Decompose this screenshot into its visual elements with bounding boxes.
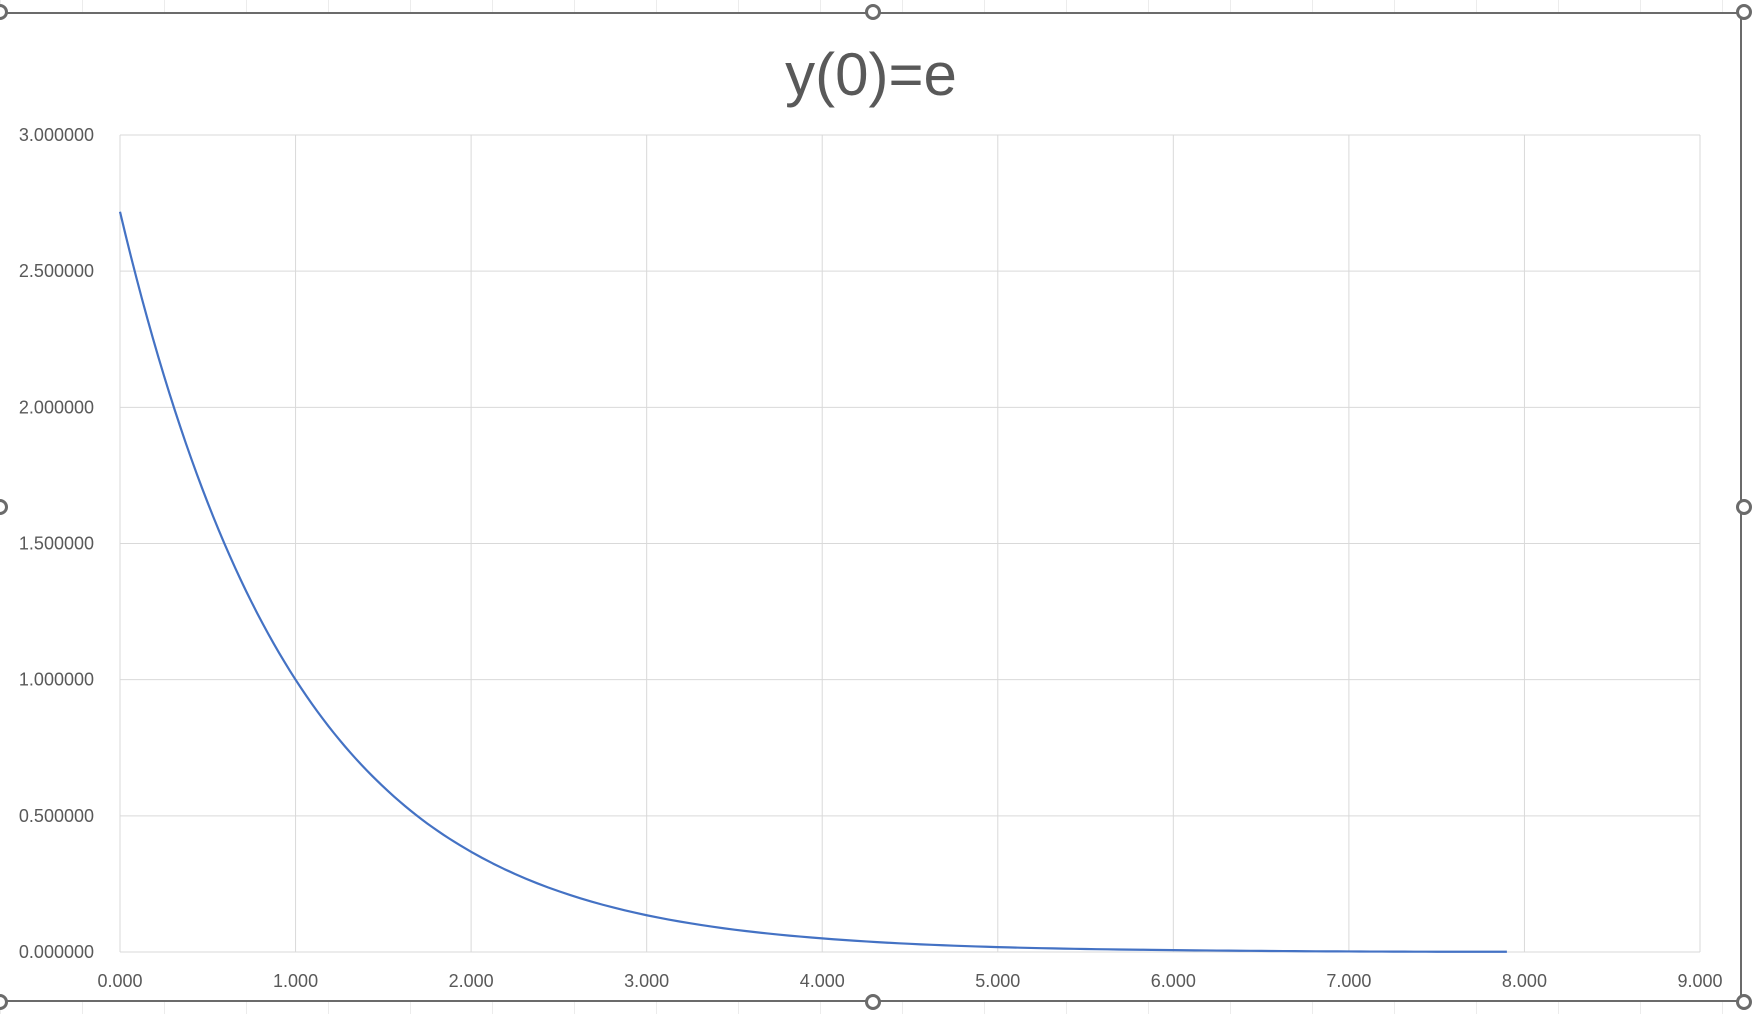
y-tick-label: 1.000000 [19, 670, 94, 690]
resize-handle-middle-left[interactable] [0, 499, 8, 515]
x-tick-label: 0.000 [97, 971, 142, 991]
x-tick-label: 6.000 [1151, 971, 1196, 991]
resize-handle-bottom-left[interactable] [0, 994, 8, 1010]
resize-handle-top-right[interactable] [1736, 4, 1752, 20]
x-tick-label: 7.000 [1326, 971, 1371, 991]
x-tick-label: 3.000 [624, 971, 669, 991]
chart-area[interactable]: y(0)=e 0.000 1.000 2.000 3.000 4.000 5.000 6.0… [0, 12, 1742, 1002]
resize-handle-middle-right[interactable] [1736, 499, 1752, 515]
y-tick-label: 1.500000 [19, 534, 94, 554]
series-line-0 [118, 211, 1507, 953]
plot-area: 0.000 1.000 2.000 3.000 4.000 5.000 6.000 7.000… [19, 125, 1723, 991]
y-tick-label: 2.500000 [19, 261, 94, 281]
x-tick-label: 9.000 [1677, 971, 1722, 991]
chart-title: y(0)=e [785, 41, 957, 108]
y-tick-label: 3.000000 [19, 125, 94, 145]
x-tick-label: 1.000 [273, 971, 318, 991]
resize-handle-top-center[interactable] [865, 4, 881, 20]
x-tick-label: 4.000 [800, 971, 845, 991]
x-tick-label: 5.000 [975, 971, 1020, 991]
y-tick-label: 0.500000 [19, 806, 94, 826]
y-tick-label: 2.000000 [19, 397, 94, 417]
x-tick-label: 8.000 [1502, 971, 1547, 991]
resize-handle-bottom-right[interactable] [1736, 994, 1752, 1010]
resize-handle-bottom-center[interactable] [865, 994, 881, 1010]
y-tick-label: 0.000000 [19, 942, 94, 962]
resize-handle-top-left[interactable] [0, 4, 8, 20]
x-tick-label: 2.000 [449, 971, 494, 991]
